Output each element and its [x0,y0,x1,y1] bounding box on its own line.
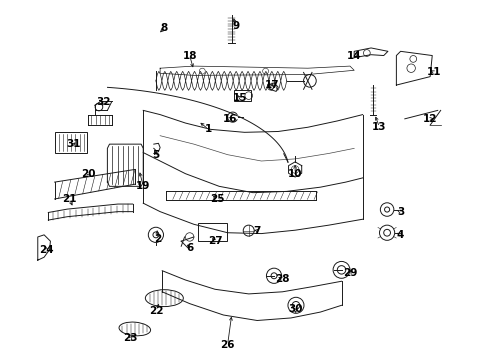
Text: 5: 5 [152,150,159,160]
Text: 10: 10 [287,169,302,179]
Text: 9: 9 [232,21,239,31]
Text: 2: 2 [154,234,162,244]
Bar [198,224,226,241]
Text: 1: 1 [204,124,212,134]
Text: 31: 31 [66,139,81,149]
Text: 21: 21 [62,194,77,204]
Text: 23: 23 [123,333,138,343]
Text: 29: 29 [342,268,356,278]
Text: 19: 19 [136,181,150,191]
Text: 27: 27 [207,236,222,246]
Text: 32: 32 [96,97,110,107]
Text: 28: 28 [275,274,289,284]
Bar [234,90,251,101]
Text: 30: 30 [287,304,302,314]
Text: 3: 3 [396,207,404,217]
Text: 4: 4 [396,230,404,240]
Bar [55,132,87,153]
Text: 18: 18 [182,50,197,60]
Text: 7: 7 [253,226,260,236]
Text: 11: 11 [426,67,441,77]
Text: 26: 26 [220,339,234,350]
Text: 17: 17 [264,80,279,90]
Text: 15: 15 [233,93,247,103]
Text: 25: 25 [209,194,224,204]
Text: 12: 12 [422,114,436,124]
Text: 20: 20 [81,169,96,179]
Text: 14: 14 [346,50,361,60]
Text: 24: 24 [39,244,53,255]
Text: 22: 22 [148,306,163,316]
Text: 16: 16 [222,114,237,124]
Text: 8: 8 [161,23,167,33]
Text: 13: 13 [371,122,386,132]
Text: 6: 6 [185,243,193,252]
